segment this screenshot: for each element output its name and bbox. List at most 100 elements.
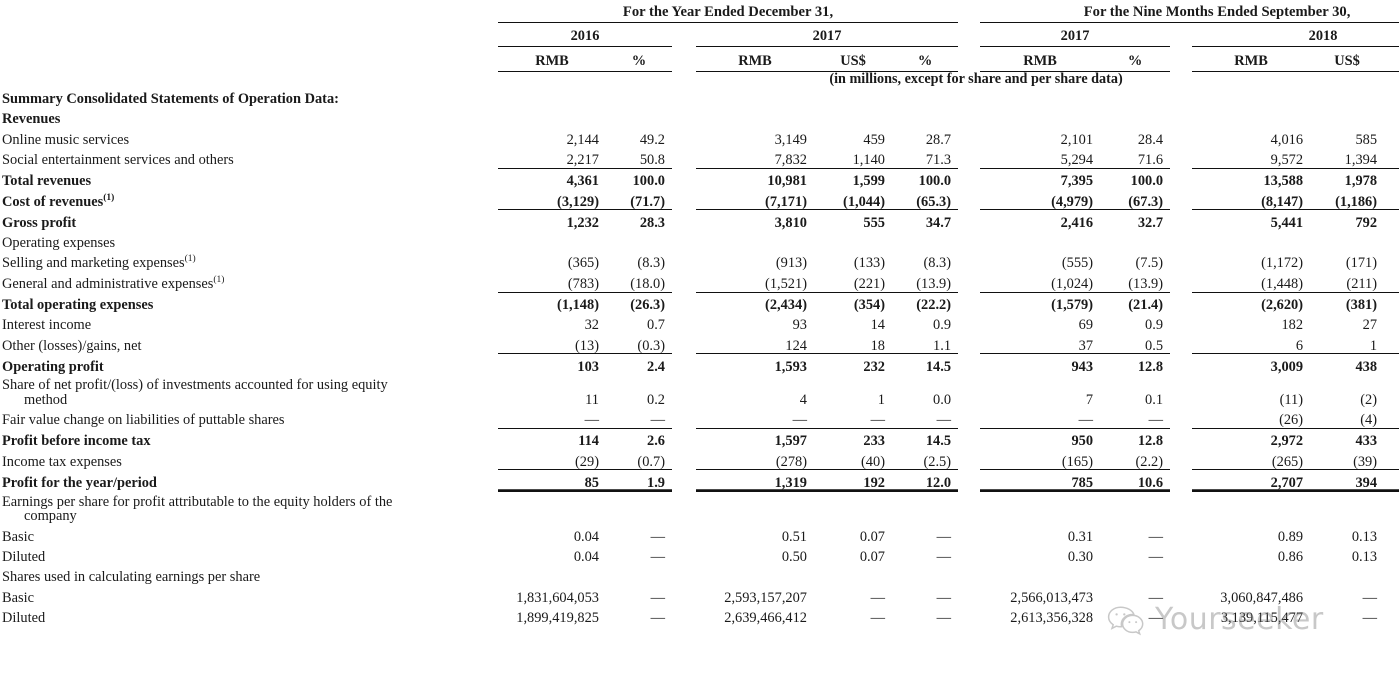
cell-pct-2018q3 xyxy=(1384,107,1399,127)
table-row: Basic 1,831,604,053 — 2,593,157,207 — — 2,566,… xyxy=(0,585,1399,605)
cell-rmb-2018q3: (8,147) xyxy=(1192,189,1311,211)
row-label-share-of-net-profit-equity-method: Share of net profit/(loss) of investment… xyxy=(0,377,490,408)
row-label-text: Profit for the year/period xyxy=(2,475,157,492)
currency-header-pct: % xyxy=(1384,46,1399,72)
cell-pct-2016: — xyxy=(606,407,672,429)
cell-pct-2018q3: — xyxy=(1384,605,1399,625)
cell-rmb-2018q3 xyxy=(1192,107,1310,127)
cell-pct-2016: 100.0 xyxy=(632,173,665,190)
cell-pct-2017q3: (7.5) xyxy=(1135,255,1164,272)
spacer-cell xyxy=(1170,251,1192,271)
cell-pct-2016: 50.8 xyxy=(606,147,672,169)
row-label-eps-basic: Basic xyxy=(0,524,490,544)
cell-usd-2017fy: (221) xyxy=(814,271,892,293)
cell-rmb-2017q3: 0.30 xyxy=(1067,549,1094,566)
cell-pct-2017q3: — xyxy=(1148,589,1164,606)
cell-pct-2017q3: (21.4) xyxy=(1128,297,1164,314)
row-label-operating-expenses: Operating expenses xyxy=(0,231,490,251)
cell-usd-2017fy: 14 xyxy=(870,317,885,334)
spacer-cell xyxy=(958,148,980,169)
row-label-selling-and-marketing-expenses: Selling and marketing expenses(1) xyxy=(0,251,490,271)
spacer-cell xyxy=(672,210,696,231)
cell-pct-2017fy xyxy=(892,495,958,525)
row-label-social-entertainment-services: Social entertainment services and others xyxy=(0,148,490,169)
cell-rmb-2017fy: 1,597 xyxy=(774,433,807,450)
cell-pct-2017fy xyxy=(892,231,958,251)
footnote-marker: (1) xyxy=(213,275,225,286)
cell-rmb-2017fy xyxy=(696,231,814,251)
cell-usd-2017fy: — xyxy=(870,609,885,626)
row-label-eps-heading: Earnings per share for profit attributab… xyxy=(0,494,490,525)
cell-pct-2016: (8.3) xyxy=(637,255,665,272)
table-row: Operating profit 103 2.4 1,593 232 14.5 943 12.… xyxy=(0,354,1399,375)
cell-rmb-2017q3: (165) xyxy=(980,449,1101,471)
spacer-cell xyxy=(490,565,498,585)
cell-rmb-2018q3: 3,060,847,486 xyxy=(1220,589,1304,606)
cell-pct-2017q3: — xyxy=(1148,609,1164,626)
footnote-marker: (1) xyxy=(103,193,115,204)
spacer-cell xyxy=(958,0,980,23)
cell-rmb-2016: 0.04 xyxy=(573,549,599,566)
spacer-cell xyxy=(1170,23,1192,47)
period-header: 2017 xyxy=(980,22,1171,47)
cell-rmb-2017fy: — xyxy=(696,407,814,429)
row-label-text: Fair value change on liabilities of putt… xyxy=(2,412,285,429)
cell-pct-2017fy: (8.3) xyxy=(923,255,952,272)
spacer-cell xyxy=(1170,407,1192,428)
cell-rmb-2018q3: 6 xyxy=(1192,333,1311,355)
spacer-cell xyxy=(0,47,498,72)
row-label-line2: method xyxy=(24,391,68,408)
cell-rmb-2018q3: 3,009 xyxy=(1270,358,1304,375)
cell-usd-2017fy: — xyxy=(814,407,892,429)
spacer-cell xyxy=(1170,565,1192,585)
cell-rmb-2016: (783) xyxy=(498,271,606,293)
row-label-interest-income: Interest income xyxy=(0,313,490,333)
row-label-profit-before-income-tax: Profit before income tax xyxy=(0,428,490,449)
spacer-cell xyxy=(490,210,498,231)
cell-pct-2016: — xyxy=(650,609,665,626)
spacer-cell xyxy=(958,545,980,565)
cell-pct-2017fy: 100.0 xyxy=(918,173,952,190)
cell-pct-2017fy: 0.0 xyxy=(933,391,952,408)
cell-usd-2017fy xyxy=(814,107,892,127)
cell-pct-2016: (18.0) xyxy=(606,271,672,293)
cell-rmb-2016: 32 xyxy=(584,317,599,334)
cell-pct-2018q3 xyxy=(1384,231,1399,251)
table-row: Online music services 2,144 49.2 3,149 459 28… xyxy=(0,127,1399,147)
cell-pct-2016: 28.3 xyxy=(639,214,665,231)
cell-pct-2018q3: 21.9 xyxy=(1384,428,1399,449)
spacer-cell xyxy=(958,407,980,428)
cell-rmb-2016 xyxy=(498,565,606,585)
cell-pct-2018q3: (2.0) xyxy=(1384,449,1399,471)
spacer-cell xyxy=(958,271,980,292)
cell-pct-2016 xyxy=(606,231,672,251)
table-row: Interest income 32 0.7 93 14 0.9 69 0.9 182 27 1.3 xyxy=(0,313,1399,333)
cell-rmb-2016: 2,217 xyxy=(498,147,606,169)
spacer-cell xyxy=(958,168,980,189)
row-label-text: Diluted xyxy=(2,609,46,626)
row-label-text: Basic xyxy=(2,589,34,606)
cell-usd-2018q3: 1,978 xyxy=(1344,173,1378,190)
cell-pct-2018q3 xyxy=(1384,495,1399,525)
spacer-cell xyxy=(1170,292,1192,313)
spacer-cell xyxy=(672,127,696,147)
cell-rmb-2016: 85 xyxy=(498,469,606,492)
spacer-cell xyxy=(1170,354,1192,375)
cell-pct-2018q3: 1.3 xyxy=(1384,313,1399,333)
cell-rmb-2016: 1,899,419,825 xyxy=(516,609,599,626)
cell-pct-2016: 2.6 xyxy=(647,433,665,450)
cell-pct-2016: 49.2 xyxy=(639,131,665,148)
cell-pct-2017fy: 14.5 xyxy=(925,433,952,450)
cell-pct-2017fy: 14.5 xyxy=(925,358,952,375)
cell-pct-2017q3: — xyxy=(1148,549,1164,566)
cell-rmb-2017q3 xyxy=(980,565,1100,585)
cell-pct-2017fy: (65.3) xyxy=(892,189,959,211)
spacer-cell xyxy=(490,333,498,354)
cell-usd-2017fy: (133) xyxy=(853,255,885,272)
spacer-cell xyxy=(958,428,980,449)
currency-header-rmb: RMB xyxy=(498,46,606,72)
cell-pct-2018q3: — xyxy=(1384,585,1399,605)
spacer-cell xyxy=(672,378,696,408)
cell-usd-2017fy: — xyxy=(870,589,885,606)
cell-usd-2018q3: (4) xyxy=(1310,407,1385,429)
